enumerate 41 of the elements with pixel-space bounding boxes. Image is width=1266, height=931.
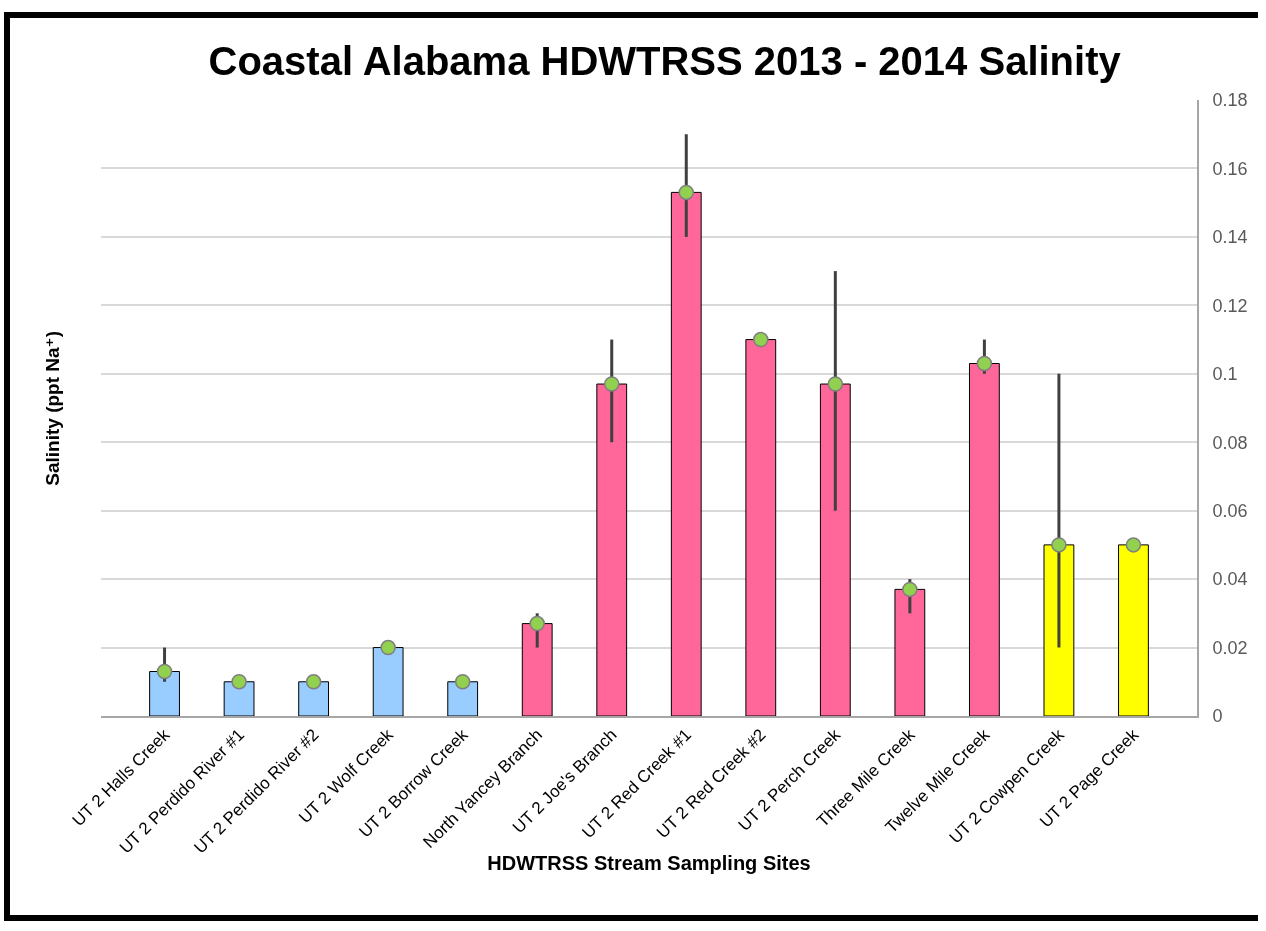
bar <box>894 588 926 716</box>
bar <box>447 681 479 716</box>
y-axis-title: Salinity (ppt Na⁺) <box>41 331 63 486</box>
bar <box>819 383 851 716</box>
point <box>678 184 695 201</box>
point <box>380 639 396 656</box>
bar <box>745 339 777 716</box>
y-tick-label: 0.02 <box>1212 637 1248 658</box>
y-tick-label: 0.12 <box>1212 295 1248 316</box>
bar <box>596 383 628 716</box>
point <box>976 355 993 372</box>
bar <box>298 681 330 716</box>
y-tick-label: 0.06 <box>1212 500 1248 521</box>
y-tick-label: 0.18 <box>1212 90 1248 111</box>
point <box>156 663 173 680</box>
y-tick-label: 0.04 <box>1212 569 1248 590</box>
point <box>1125 537 1142 553</box>
point <box>827 376 844 392</box>
point <box>529 615 545 632</box>
x-axis-title: HDWTRSS Stream Sampling Sites <box>487 852 811 875</box>
y-tick-label: 0.14 <box>1212 227 1248 248</box>
point <box>1051 537 1067 553</box>
bar <box>149 671 180 716</box>
bar <box>670 191 702 716</box>
point <box>902 581 918 598</box>
point <box>603 376 620 392</box>
bar <box>968 363 1000 716</box>
point <box>753 331 769 348</box>
bar <box>1118 544 1149 716</box>
bar <box>521 623 553 716</box>
y-tick-label: 0.16 <box>1212 158 1248 179</box>
point <box>454 674 471 690</box>
bar <box>372 647 404 716</box>
y-tick-label: 0.1 <box>1212 364 1238 385</box>
y-tick-label: 0 <box>1212 706 1223 727</box>
point <box>231 674 247 690</box>
bar <box>223 681 255 716</box>
y-tick-label: 0.08 <box>1212 432 1248 453</box>
chart-title: Coastal Alabama HDWTRSS 2013 - 2014 Salinity <box>208 38 1122 83</box>
bar <box>1043 544 1075 716</box>
point <box>305 674 322 690</box>
